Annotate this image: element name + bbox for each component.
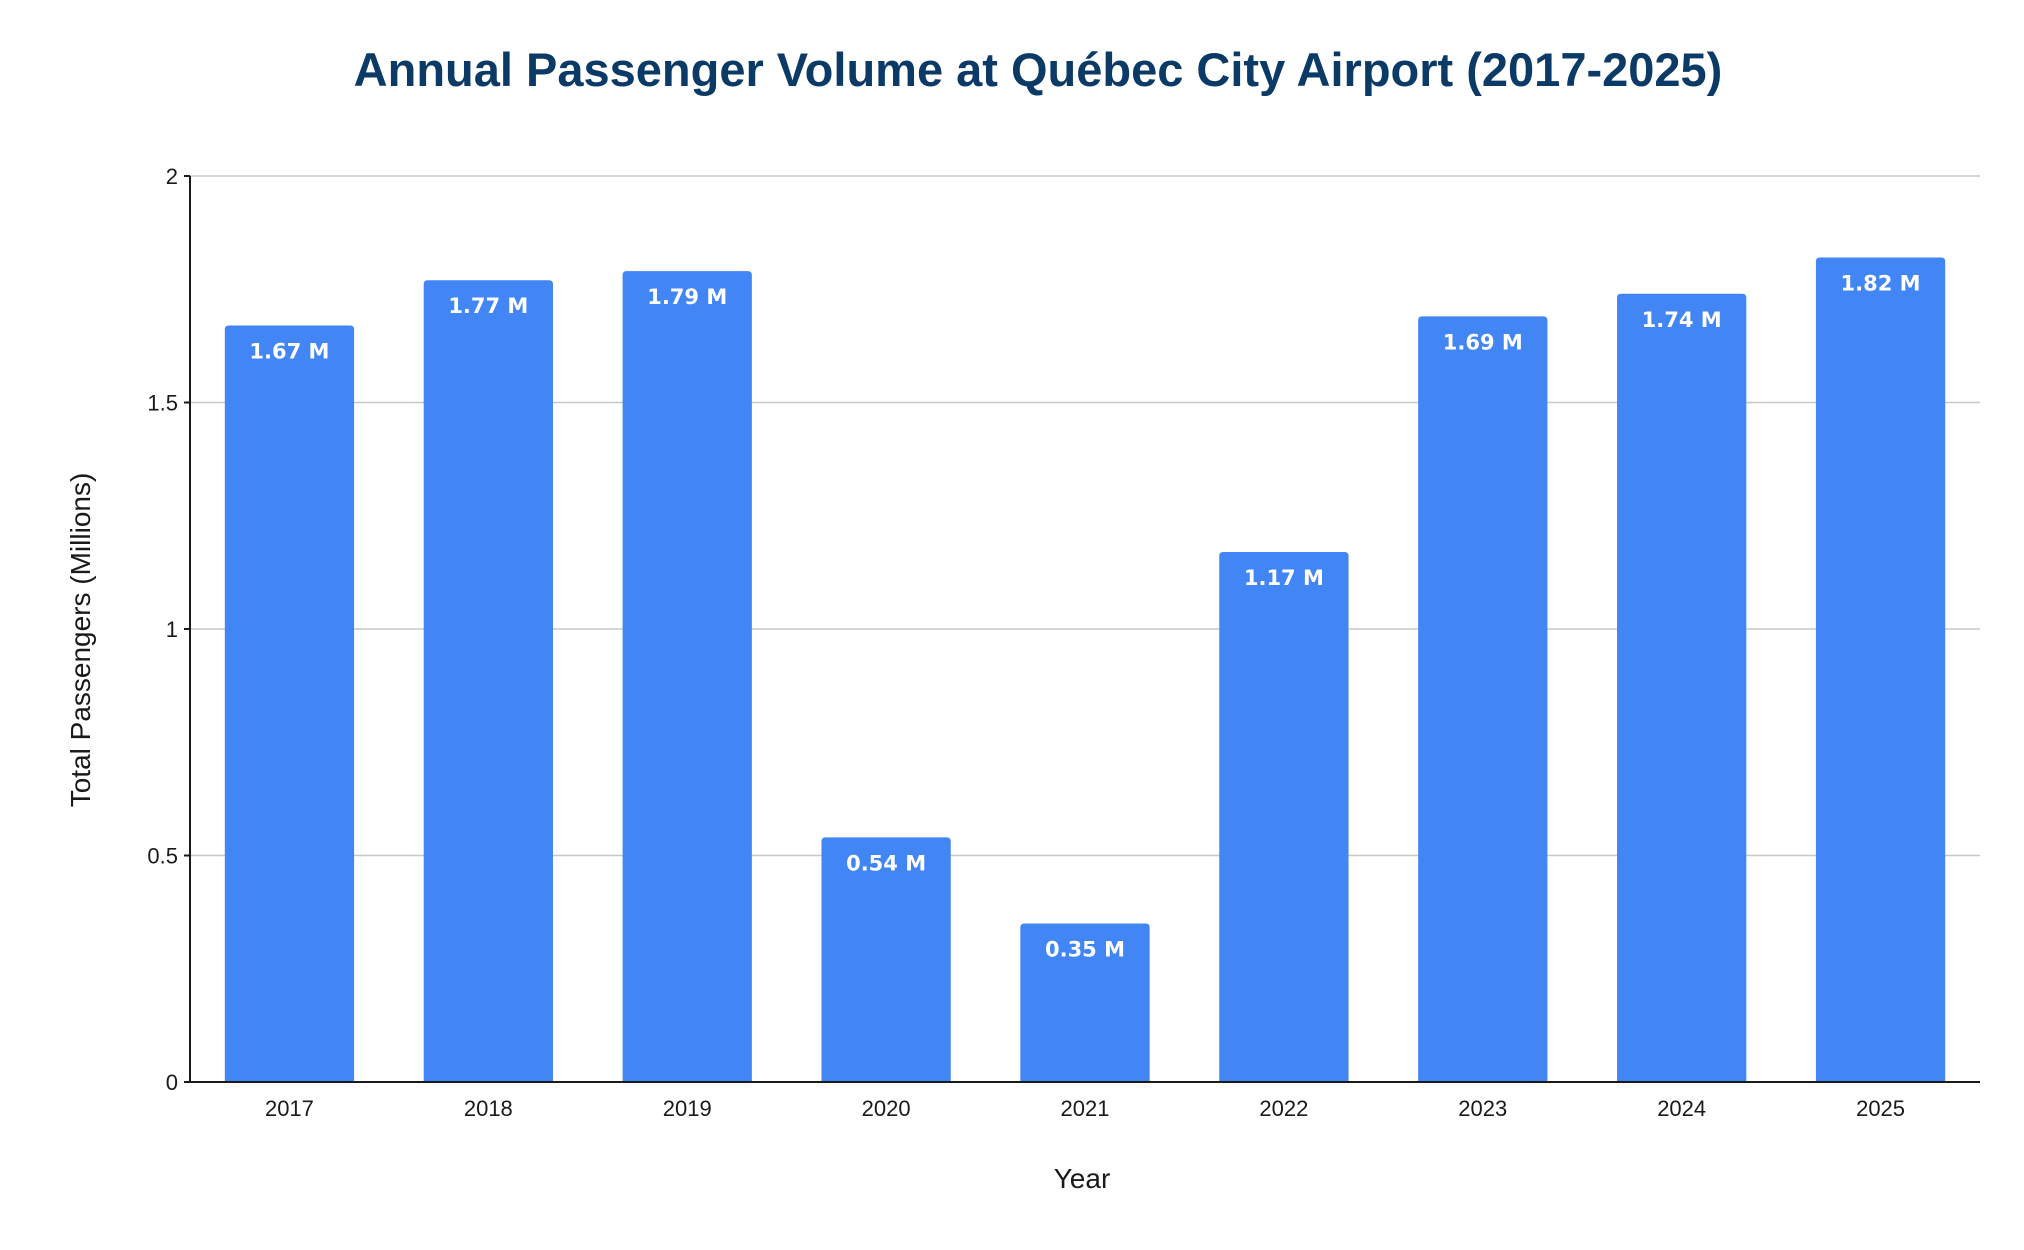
bar-2017 (224, 325, 355, 1082)
data-label-2025: 1.82 M (1841, 272, 1921, 296)
x-tick-label: 2017 (265, 1096, 314, 1121)
x-tick-label: 2022 (1259, 1096, 1308, 1121)
data-label-2021: 0.35 M (1045, 937, 1125, 961)
bar-2024 (1617, 293, 1747, 1082)
x-tick-label: 2023 (1458, 1096, 1507, 1121)
y-tick-label: 1 (166, 617, 178, 642)
bar-2021 (1020, 923, 1150, 1082)
x-axis-label: Year (1054, 1163, 1111, 1194)
data-label-2022: 1.17 M (1244, 566, 1324, 590)
x-tick-label: 2018 (464, 1096, 513, 1121)
x-tick-label: 2021 (1061, 1096, 1110, 1121)
bar-2019 (622, 271, 752, 1082)
data-label-2018: 1.77 M (448, 294, 528, 318)
data-label-2024: 1.74 M (1642, 308, 1722, 332)
x-tick-label: 2024 (1657, 1096, 1706, 1121)
data-label-2017: 1.67 M (249, 339, 329, 363)
x-tick-label: 2020 (862, 1096, 911, 1121)
bar-2022 (1219, 551, 1349, 1082)
bar-2025 (1815, 257, 1946, 1082)
x-tick-label: 2019 (663, 1096, 712, 1121)
bars: 1.67 M 1.77 M 1.79 M 0.54 M 0.35 M 1.17 M 1.69… (224, 257, 1946, 1082)
bar-2020 (821, 837, 951, 1082)
y-tick-label: 0 (166, 1070, 178, 1095)
y-tick-label: 0.5 (147, 844, 178, 869)
x-tick-labels: 2017 2018 2019 2020 2021 2022 2023 2024 2025 (265, 1096, 1905, 1121)
y-axis-label: Total Passengers (Millions) (65, 473, 96, 808)
data-label-2023: 1.69 M (1443, 330, 1523, 354)
y-tick-labels: 0 0.5 1 1.5 2 (147, 164, 178, 1095)
axes (189, 176, 1980, 1083)
x-tick-label: 2025 (1856, 1096, 1905, 1121)
data-label-2020: 0.54 M (846, 851, 926, 875)
y-tick-label: 2 (166, 164, 178, 189)
y-tick-label: 1.5 (147, 391, 178, 416)
chart-title: Annual Passenger Volume at Québec City A… (354, 43, 1723, 96)
bar-2023 (1418, 316, 1548, 1082)
data-label-2019: 1.79 M (647, 285, 727, 309)
bar-2018 (423, 280, 553, 1082)
